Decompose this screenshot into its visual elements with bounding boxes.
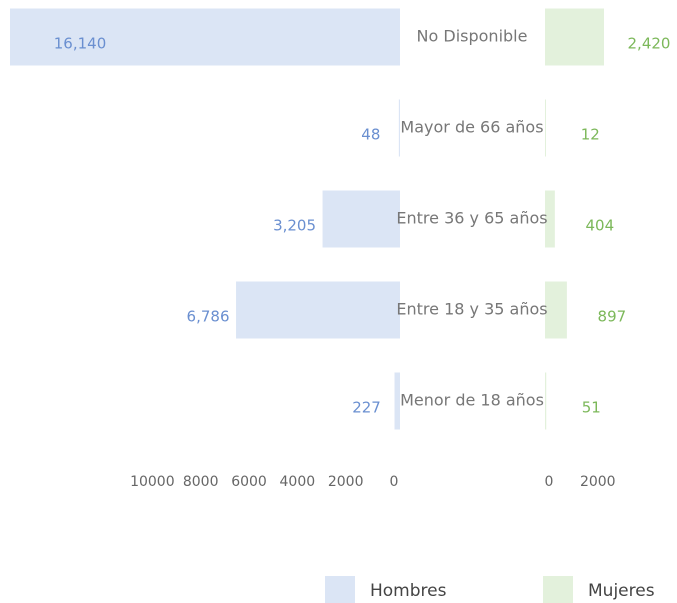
legend-label: Hombres <box>370 581 447 601</box>
value-label: 2,420 <box>628 35 671 53</box>
value-label: 404 <box>586 217 615 235</box>
category-label: Entre 18 y 35 años <box>396 300 547 319</box>
bar <box>10 8 400 66</box>
value-label: 3,205 <box>273 217 316 235</box>
value-label: 227 <box>352 399 381 417</box>
value-label: 12 <box>581 126 600 144</box>
bar <box>545 281 567 339</box>
value-label: 16,140 <box>54 35 107 53</box>
category-label: Menor de 18 años <box>400 391 544 410</box>
bar <box>545 372 547 430</box>
x-tick-label: 10000 <box>130 474 175 490</box>
category-label: No Disponible <box>417 27 528 46</box>
x-tick-label: 4000 <box>280 474 316 490</box>
value-label: 6,786 <box>187 308 230 326</box>
bar <box>545 8 604 66</box>
bar <box>236 281 400 339</box>
category-label: Mayor de 66 años <box>400 118 543 137</box>
bar <box>322 190 400 248</box>
value-label: 51 <box>582 399 601 417</box>
bar <box>545 99 546 157</box>
bar <box>398 99 400 157</box>
bar <box>394 372 400 430</box>
legend-swatch <box>325 576 355 603</box>
legend-swatch <box>543 576 573 603</box>
x-tick-label: 8000 <box>183 474 219 490</box>
value-label: 48 <box>361 126 380 144</box>
category-label: Entre 36 y 65 años <box>396 209 547 228</box>
x2-tick-label: 0 <box>545 474 554 490</box>
x-tick-label: 0 <box>390 474 399 490</box>
bar <box>545 190 555 248</box>
value-label: 897 <box>598 308 627 326</box>
legend-label: Mujeres <box>588 581 655 601</box>
x2-tick-label: 2000 <box>580 474 616 490</box>
x-tick-label: 2000 <box>328 474 364 490</box>
x-tick-label: 6000 <box>231 474 267 490</box>
